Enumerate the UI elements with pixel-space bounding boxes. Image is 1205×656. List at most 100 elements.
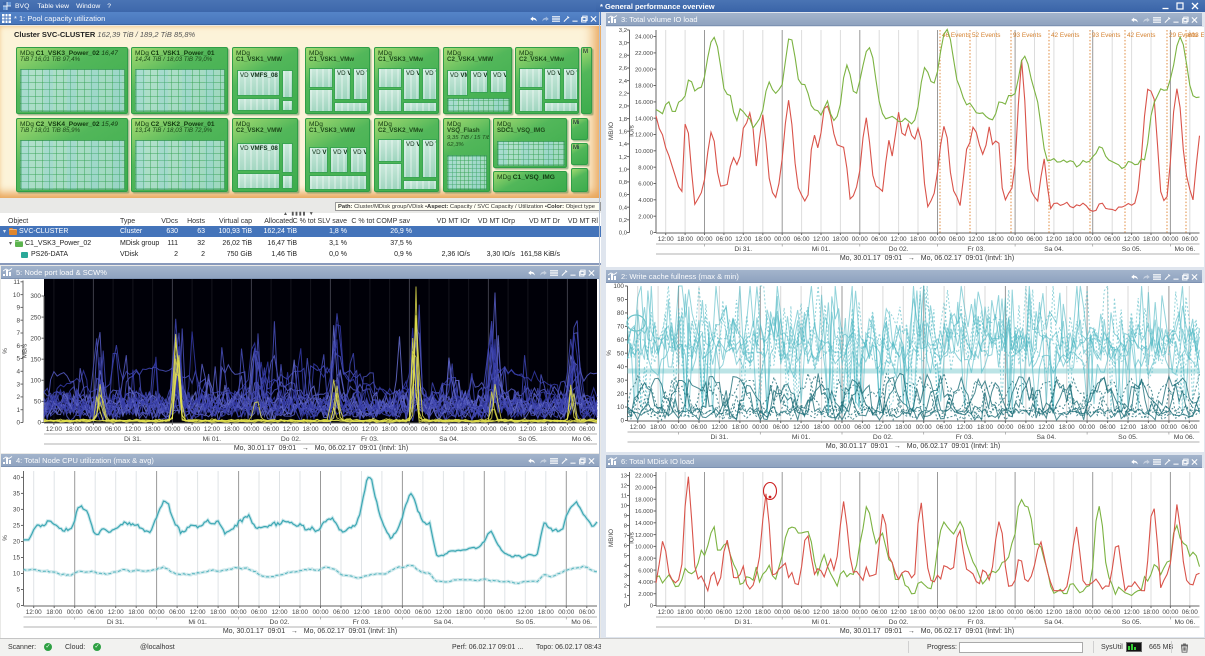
svg-text:06:00: 06:00 xyxy=(1100,424,1116,431)
svg-text:8: 8 xyxy=(624,524,628,530)
svg-text:Mi 01.: Mi 01. xyxy=(792,434,811,441)
svg-text:12:00: 12:00 xyxy=(793,424,809,431)
svg-text:Mi 01.: Mi 01. xyxy=(812,246,831,253)
svg-text:%: % xyxy=(2,535,9,541)
svg-text:00:00: 00:00 xyxy=(243,426,259,433)
svg-text:00:00: 00:00 xyxy=(85,426,101,433)
svg-text:18:00: 18:00 xyxy=(1143,236,1159,243)
svg-text:42 Events: 42 Events xyxy=(1127,32,1155,39)
svg-text:00:00: 00:00 xyxy=(1007,236,1023,243)
svg-text:60: 60 xyxy=(617,337,625,344)
svg-text:15: 15 xyxy=(13,555,21,562)
svg-text:Do 02.: Do 02. xyxy=(269,619,289,626)
svg-text:0: 0 xyxy=(16,603,20,610)
svg-text:18:00: 18:00 xyxy=(292,609,308,616)
svg-text:14.000: 14.000 xyxy=(635,521,654,527)
svg-text:Do 02.: Do 02. xyxy=(889,619,909,626)
svg-text:7: 7 xyxy=(624,534,627,540)
svg-text:00:00: 00:00 xyxy=(558,609,574,616)
svg-text:4.000: 4.000 xyxy=(638,580,653,586)
svg-text:18:00: 18:00 xyxy=(677,609,693,616)
svg-text:18:00: 18:00 xyxy=(128,609,144,616)
svg-text:0,0: 0,0 xyxy=(619,231,628,237)
svg-text:2,2: 2,2 xyxy=(619,92,627,98)
svg-text:06:00: 06:00 xyxy=(342,426,358,433)
svg-text:00:00: 00:00 xyxy=(1162,236,1178,243)
svg-text:18:00: 18:00 xyxy=(832,609,848,616)
svg-text:300: 300 xyxy=(30,293,41,300)
svg-text:12:00: 12:00 xyxy=(1046,236,1062,243)
svg-text:1,8: 1,8 xyxy=(619,117,628,123)
svg-text:06:00: 06:00 xyxy=(1104,236,1120,243)
svg-text:0: 0 xyxy=(37,420,41,427)
svg-text:00:00: 00:00 xyxy=(1079,424,1095,431)
svg-text:46 Events: 46 Events xyxy=(942,32,970,39)
svg-text:20.000: 20.000 xyxy=(635,486,654,492)
svg-text:00:00: 00:00 xyxy=(67,609,83,616)
svg-text:12:00: 12:00 xyxy=(957,424,973,431)
svg-text:06:00: 06:00 xyxy=(1027,609,1043,616)
svg-text:1,4: 1,4 xyxy=(619,142,628,148)
svg-text:12:00: 12:00 xyxy=(190,609,206,616)
svg-text:3,2: 3,2 xyxy=(619,28,627,34)
svg-text:18:00: 18:00 xyxy=(303,426,319,433)
svg-text:5: 5 xyxy=(16,356,20,363)
svg-text:0,8: 0,8 xyxy=(619,180,628,186)
svg-text:10: 10 xyxy=(617,404,625,411)
svg-text:12.000: 12.000 xyxy=(635,533,654,539)
svg-text:18:00: 18:00 xyxy=(910,609,926,616)
svg-text:18.000: 18.000 xyxy=(635,497,654,503)
svg-text:Di 31.: Di 31. xyxy=(124,436,142,443)
svg-text:12:00: 12:00 xyxy=(813,236,829,243)
svg-text:00:00: 00:00 xyxy=(149,609,165,616)
svg-text:0: 0 xyxy=(650,231,654,237)
svg-text:18:00: 18:00 xyxy=(66,426,82,433)
svg-text:11: 11 xyxy=(621,494,627,500)
svg-text:12:00: 12:00 xyxy=(658,609,674,616)
svg-text:803 Ev: 803 Ev xyxy=(1188,32,1204,39)
svg-text:18:00: 18:00 xyxy=(1143,609,1159,616)
svg-text:5: 5 xyxy=(16,587,20,594)
svg-text:Mo 06.: Mo 06. xyxy=(1175,619,1196,626)
svg-text:18:00: 18:00 xyxy=(224,426,240,433)
svg-text:12:00: 12:00 xyxy=(1120,424,1136,431)
svg-text:06:00: 06:00 xyxy=(263,426,279,433)
svg-text:MB/IO: MB/IO xyxy=(608,529,615,547)
svg-text:24.000: 24.000 xyxy=(635,35,654,41)
svg-text:12:00: 12:00 xyxy=(1046,609,1062,616)
svg-text:12:00: 12:00 xyxy=(813,609,829,616)
svg-text:6: 6 xyxy=(16,343,20,350)
svg-text:0,2: 0,2 xyxy=(619,218,627,224)
svg-text:Sa 04.: Sa 04. xyxy=(434,619,454,626)
svg-text:25: 25 xyxy=(13,523,21,530)
svg-text:So 05.: So 05. xyxy=(1122,619,1142,626)
svg-text:14.000: 14.000 xyxy=(635,116,654,122)
svg-text:2.000: 2.000 xyxy=(638,592,653,598)
svg-text:4: 4 xyxy=(624,564,628,570)
svg-text:00:00: 00:00 xyxy=(997,424,1013,431)
svg-text:18:00: 18:00 xyxy=(755,609,771,616)
svg-text:06:00: 06:00 xyxy=(1027,236,1043,243)
svg-text:0: 0 xyxy=(16,420,20,427)
svg-text:18:00: 18:00 xyxy=(814,424,830,431)
svg-text:Mo, 30.01.17 09:01 → Mo,: Mo, 30.01.17 09:01 → Mo, 06.02.17 09:01 … xyxy=(234,445,408,452)
svg-text:35: 35 xyxy=(13,491,21,498)
svg-text:00:00: 00:00 xyxy=(1007,609,1023,616)
svg-text:18:00: 18:00 xyxy=(540,426,556,433)
svg-text:2,6: 2,6 xyxy=(619,66,628,72)
svg-text:06:00: 06:00 xyxy=(949,609,965,616)
svg-text:00:00: 00:00 xyxy=(480,426,496,433)
svg-text:06:00: 06:00 xyxy=(1181,424,1197,431)
svg-text:10: 10 xyxy=(13,571,21,578)
svg-text:06:00: 06:00 xyxy=(949,236,965,243)
svg-text:50: 50 xyxy=(34,399,42,406)
svg-text:11: 11 xyxy=(13,279,20,286)
svg-text:18:00: 18:00 xyxy=(1140,424,1156,431)
svg-text:150: 150 xyxy=(30,357,41,364)
svg-text:Mi 01.: Mi 01. xyxy=(188,619,207,626)
svg-text:18:00: 18:00 xyxy=(895,424,911,431)
svg-text:18:00: 18:00 xyxy=(1065,609,1081,616)
svg-text:Mo, 30.01.17 09:01 → Mo,: Mo, 30.01.17 09:01 → Mo, 06.02.17 09:01 … xyxy=(840,255,1014,262)
svg-text:00:00: 00:00 xyxy=(852,236,868,243)
svg-text:13: 13 xyxy=(620,474,627,480)
